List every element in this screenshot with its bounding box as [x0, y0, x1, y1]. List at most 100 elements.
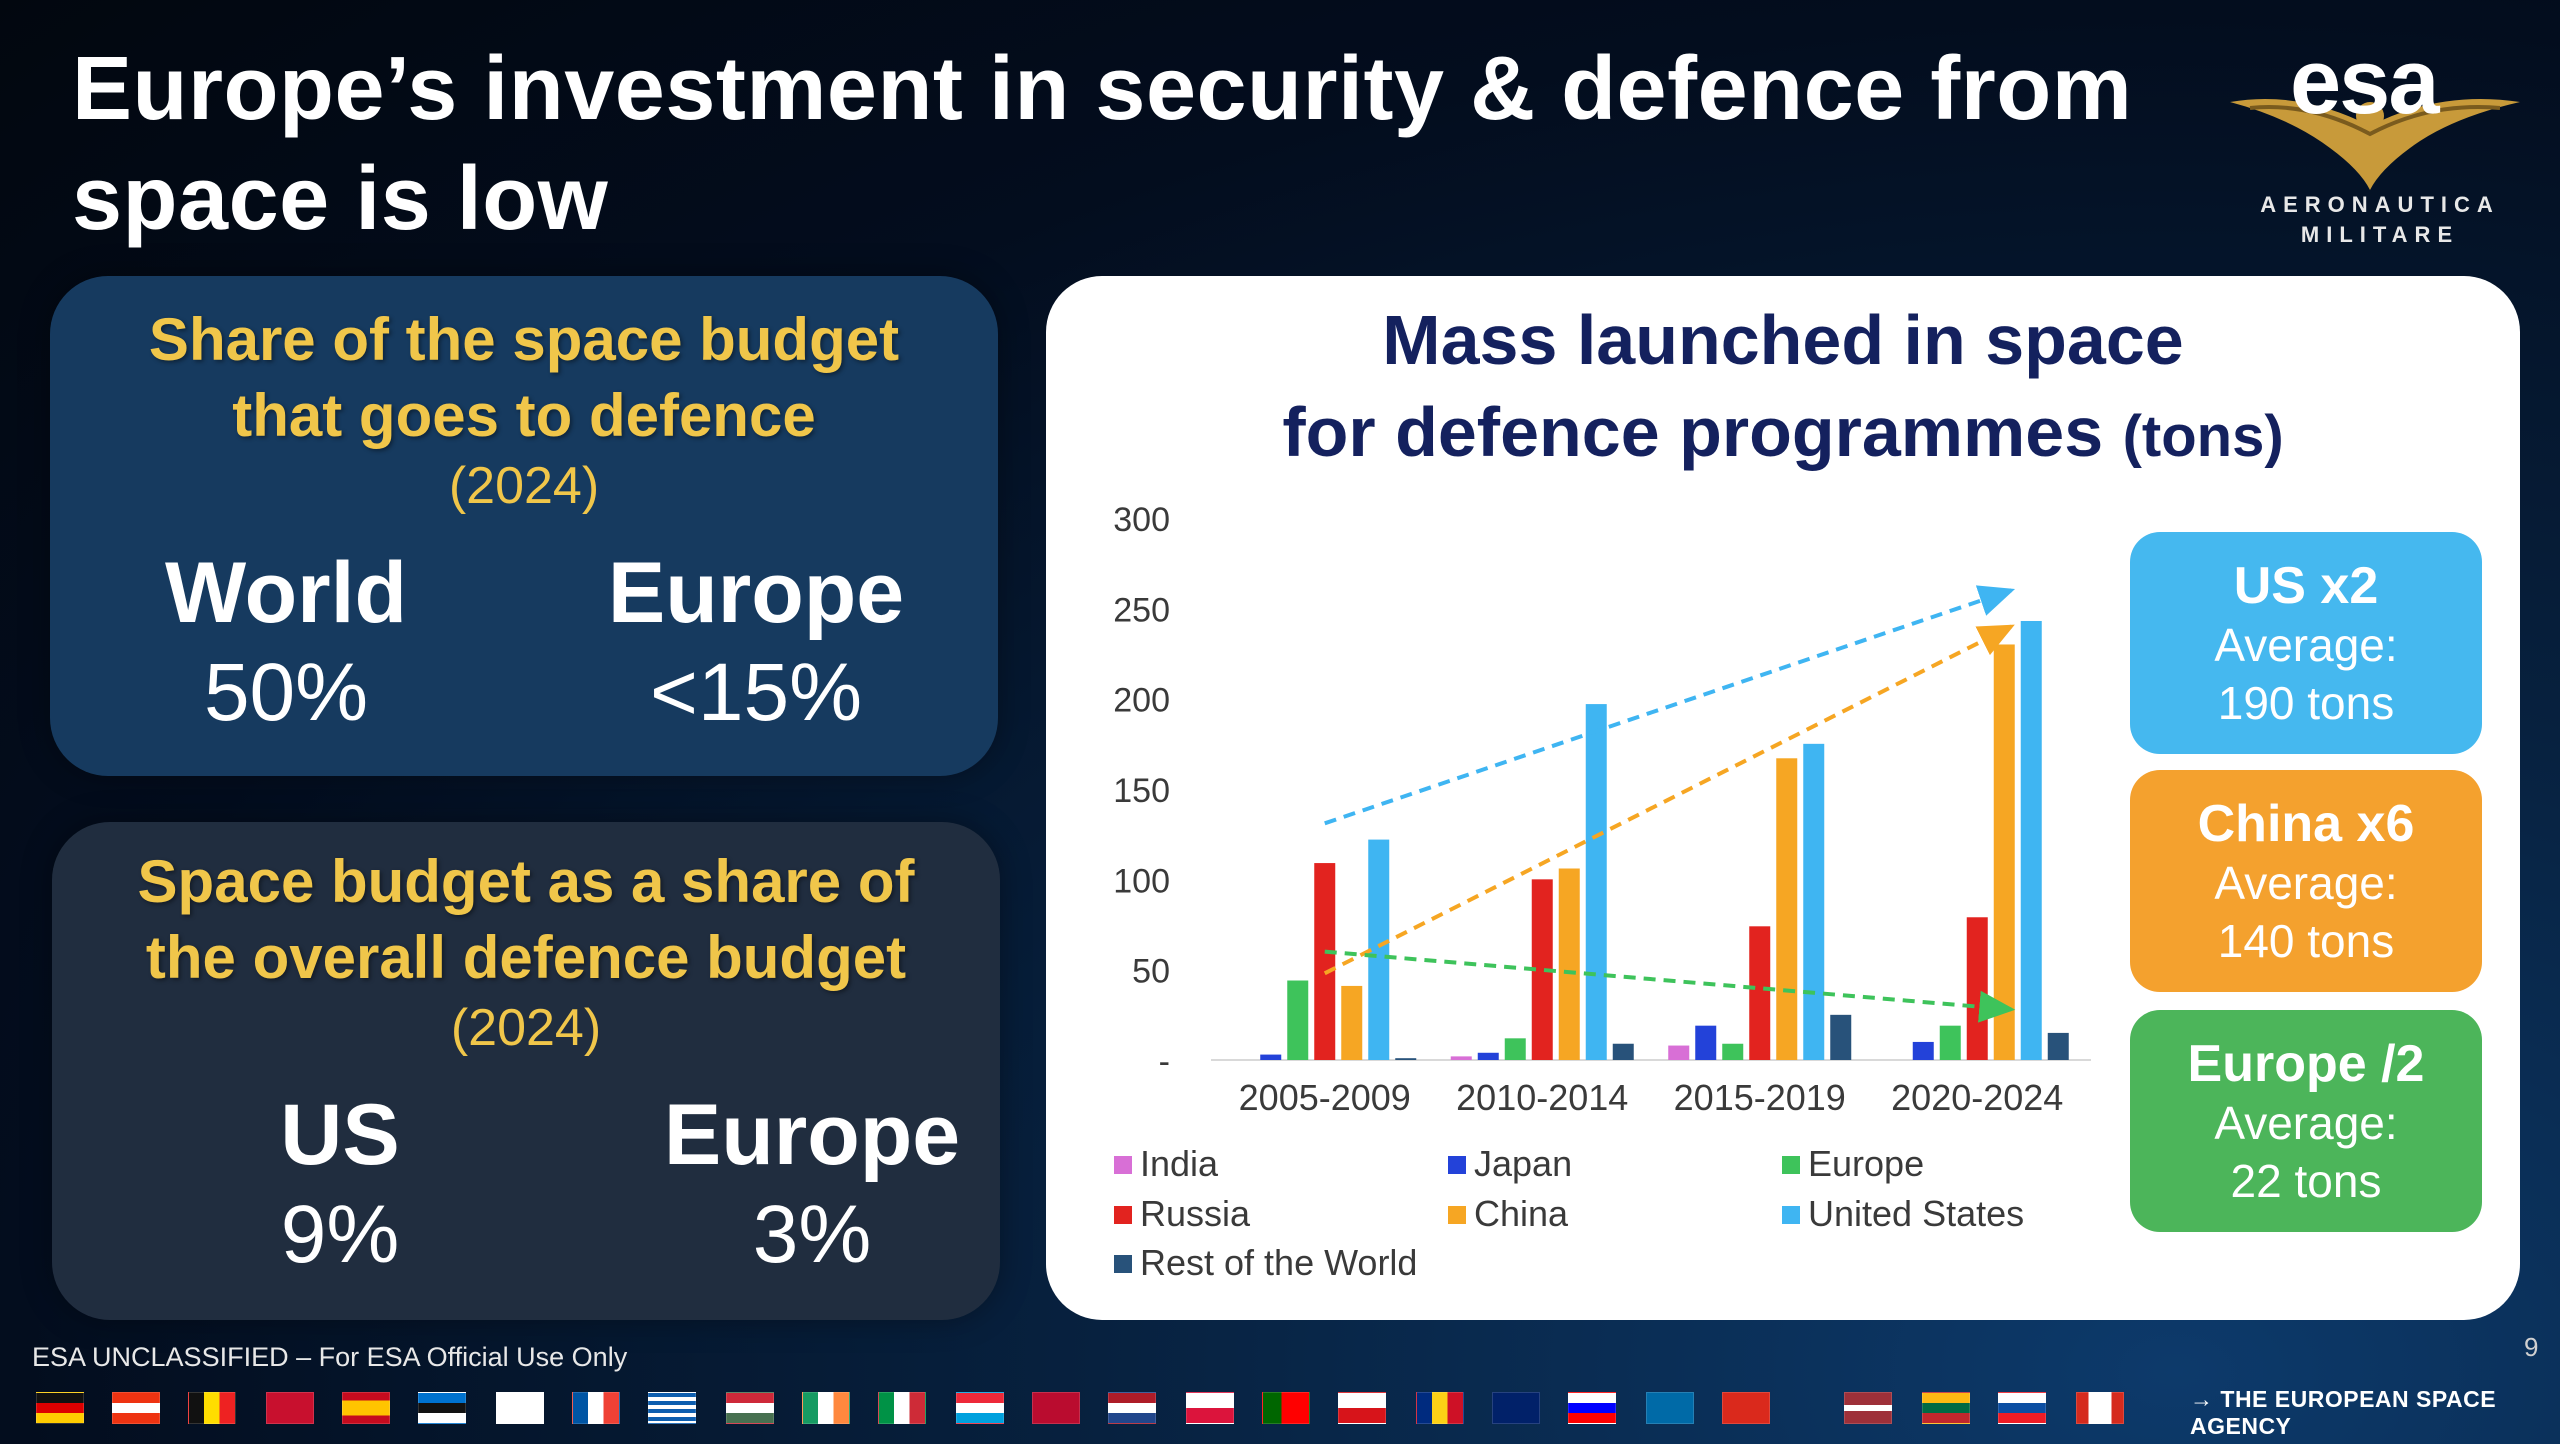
bar-russia — [1314, 863, 1336, 1060]
callout-line1: Average: — [2214, 619, 2398, 671]
lithuania-flag-icon — [1922, 1392, 1970, 1424]
europe-label: Europe — [663, 1087, 961, 1183]
trend-arrow-china — [1323, 624, 2015, 976]
slovenia-flag-icon — [1568, 1392, 1616, 1424]
canada-flag-icon — [2076, 1392, 2124, 1424]
bar-europe — [1939, 1025, 1961, 1060]
callout-china: China x6 Average: 140 tons — [2130, 770, 2482, 992]
classification-label: ESA UNCLASSIFIED – For ESA Official Use … — [32, 1342, 628, 1372]
legend-swatch — [1114, 1156, 1132, 1174]
legend-label: Rest of the World — [1140, 1242, 1417, 1283]
bar-japan — [1260, 1054, 1282, 1060]
chart-title: Mass launched in space for defence progr… — [1046, 294, 2520, 483]
aeronautica-militare-label: AERONAUTICA MILITARE — [2260, 192, 2500, 247]
bar-rest-of-the-world — [1612, 1043, 1634, 1060]
callout-line1: Average: — [2214, 1097, 2398, 1149]
czechia-flag-icon — [1338, 1392, 1386, 1424]
latvia-flag-icon — [1844, 1392, 1892, 1424]
bar-europe — [1722, 1043, 1744, 1060]
world-value: 50% — [203, 647, 369, 738]
spain-flag-icon — [342, 1392, 390, 1424]
space-budget-share-panel: Space budget as a share of the overall d… — [52, 822, 1000, 1320]
belgium-flag-icon — [188, 1392, 236, 1424]
austria-flag-icon — [112, 1392, 160, 1424]
bar-rest-of-the-world — [1830, 1014, 1852, 1060]
bar-india — [1450, 1056, 1472, 1060]
y-tick-label: 300 — [1113, 501, 1170, 539]
callout-line2: 22 tons — [2230, 1155, 2382, 1207]
x-tick-label: 2005-2009 — [1239, 1077, 1411, 1118]
world-label: World — [164, 545, 408, 641]
bar-china — [1993, 644, 2015, 1060]
eagle-icon — [2230, 99, 2520, 190]
bar-rest-of-the-world — [2047, 1032, 2069, 1060]
trend-arrow-united-states — [1324, 585, 2016, 826]
esa-aeronautica-logo: esa AERONAUTICA MILITARE — [2220, 30, 2550, 247]
germany-flag-icon — [36, 1392, 84, 1424]
us-value: 9% — [280, 1189, 400, 1280]
bar-russia — [1531, 879, 1553, 1060]
chart-title-unit: (tons) — [2122, 404, 2284, 469]
united-kingdom-flag-icon — [1492, 1392, 1540, 1424]
esa-wordmark: esa — [2290, 31, 2439, 133]
europe-value: 3% — [752, 1189, 872, 1280]
bar-japan — [1912, 1041, 1934, 1060]
bar-united-states — [1368, 839, 1390, 1060]
legend-swatch — [1114, 1255, 1132, 1273]
us-label: US — [280, 1087, 400, 1183]
y-tick-label: 250 — [1113, 591, 1170, 629]
slide-title: Europe’s investment in security & defenc… — [72, 39, 2133, 249]
legend-swatch — [1448, 1206, 1466, 1224]
legend-label: Europe — [1808, 1143, 1924, 1184]
romania-flag-icon — [1416, 1392, 1464, 1424]
bar-russia — [1966, 917, 1988, 1060]
callout-us: US x2 Average: 190 tons — [2130, 532, 2482, 754]
panel-heading-line1: Share of the space budget — [148, 306, 900, 373]
bar-china — [1776, 758, 1798, 1060]
y-tick-label: 50 — [1132, 953, 1170, 991]
legend-label: Japan — [1474, 1143, 1572, 1184]
chart-title-line2: for defence programmes — [1282, 393, 2104, 471]
bar-china — [1558, 868, 1580, 1060]
bar-united-states — [1803, 743, 1825, 1060]
luxembourg-flag-icon — [956, 1392, 1004, 1424]
finland-flag-icon — [496, 1392, 544, 1424]
italy-flag-icon — [878, 1392, 926, 1424]
bar-japan — [1695, 1025, 1717, 1060]
callout-europe: Europe /2 Average: 22 tons — [2130, 1010, 2482, 1232]
y-tick-label: 150 — [1113, 772, 1170, 810]
bar-russia — [1749, 926, 1771, 1060]
y-tick-label: 100 — [1113, 862, 1170, 900]
bar-united-states — [1585, 704, 1607, 1060]
switzerland-flag-icon — [1722, 1392, 1770, 1424]
bar-chart: - 50 100 150 200 250 300 2005-2009 2010-2014 2015… — [1113, 501, 2091, 1283]
bar-china — [1341, 985, 1363, 1060]
chart-title-line1: Mass launched in space — [1382, 301, 2184, 379]
y-tick-label: - — [1159, 1043, 1170, 1081]
bar-europe — [1287, 980, 1309, 1060]
legend-label: United States — [1808, 1193, 2024, 1234]
sweden-flag-icon — [1646, 1392, 1694, 1424]
europe-value: <15% — [649, 647, 862, 738]
panel-heading-line2: the overall defence budget — [145, 924, 907, 991]
callout-line2: 190 tons — [2217, 677, 2395, 729]
poland-flag-icon — [1186, 1392, 1234, 1424]
bar-united-states — [2020, 620, 2042, 1060]
legend-label: India — [1140, 1143, 1219, 1184]
page-number: 9 — [2524, 1332, 2539, 1362]
trend-arrow-europe — [1324, 949, 2016, 1023]
legend-label: China — [1474, 1193, 1569, 1234]
slovakia-flag-icon — [1998, 1392, 2046, 1424]
panel-year: (2024) — [450, 999, 602, 1057]
legend-swatch — [1782, 1206, 1800, 1224]
panel-heading-line2: that goes to defence — [232, 382, 816, 449]
legend-swatch — [1448, 1156, 1466, 1174]
callout-title: China x6 — [2197, 795, 2415, 853]
europe-label: Europe — [607, 545, 905, 641]
panel-year: (2024) — [448, 457, 600, 515]
bar-japan — [1477, 1052, 1499, 1060]
chart-title-line2-wrap: for defence programmes (tons) — [1046, 386, 2520, 483]
callout-title: US x2 — [2233, 557, 2379, 615]
norway-flag-icon — [1032, 1392, 1080, 1424]
bar-india — [1668, 1045, 1690, 1060]
